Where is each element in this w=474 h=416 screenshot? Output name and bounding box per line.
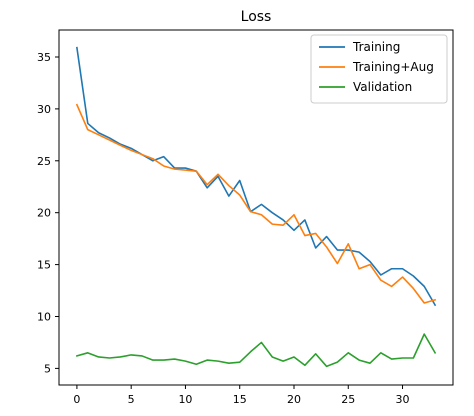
y-tick-label: 15 xyxy=(37,259,51,272)
y-tick-label: 30 xyxy=(37,103,51,116)
x-tick-label: 10 xyxy=(178,393,192,406)
chart-title: Loss xyxy=(241,9,272,25)
x-tick-label: 5 xyxy=(128,393,135,406)
plot-frame xyxy=(58,29,454,386)
y-tick-label: 10 xyxy=(37,310,51,323)
x-tick-label: 30 xyxy=(396,393,410,406)
legend-box xyxy=(310,34,448,104)
series-line-1 xyxy=(75,103,437,304)
y-tick-label: 20 xyxy=(37,207,51,220)
x-tick-label: 0 xyxy=(73,393,80,406)
legend-label-2: Validation xyxy=(353,80,412,94)
y-axis: 5 10 15 20 25 30 35 xyxy=(37,51,59,375)
y-tick-label: 25 xyxy=(37,155,51,168)
y-tick-label: 35 xyxy=(37,51,51,64)
x-tick-label: 25 xyxy=(341,393,355,406)
series-line-0 xyxy=(76,46,437,307)
x-axis: 0 5 10 15 20 25 30 xyxy=(73,385,410,406)
series-layer xyxy=(75,46,437,368)
legend: Training Training+Aug Validation xyxy=(310,34,448,104)
legend-label-1: Training+Aug xyxy=(352,60,434,74)
x-tick-label: 15 xyxy=(233,393,247,406)
y-tick-label: 5 xyxy=(44,362,51,375)
legend-label-0: Training xyxy=(352,40,400,54)
series-line-2 xyxy=(75,333,437,368)
x-tick-label: 20 xyxy=(287,393,301,406)
